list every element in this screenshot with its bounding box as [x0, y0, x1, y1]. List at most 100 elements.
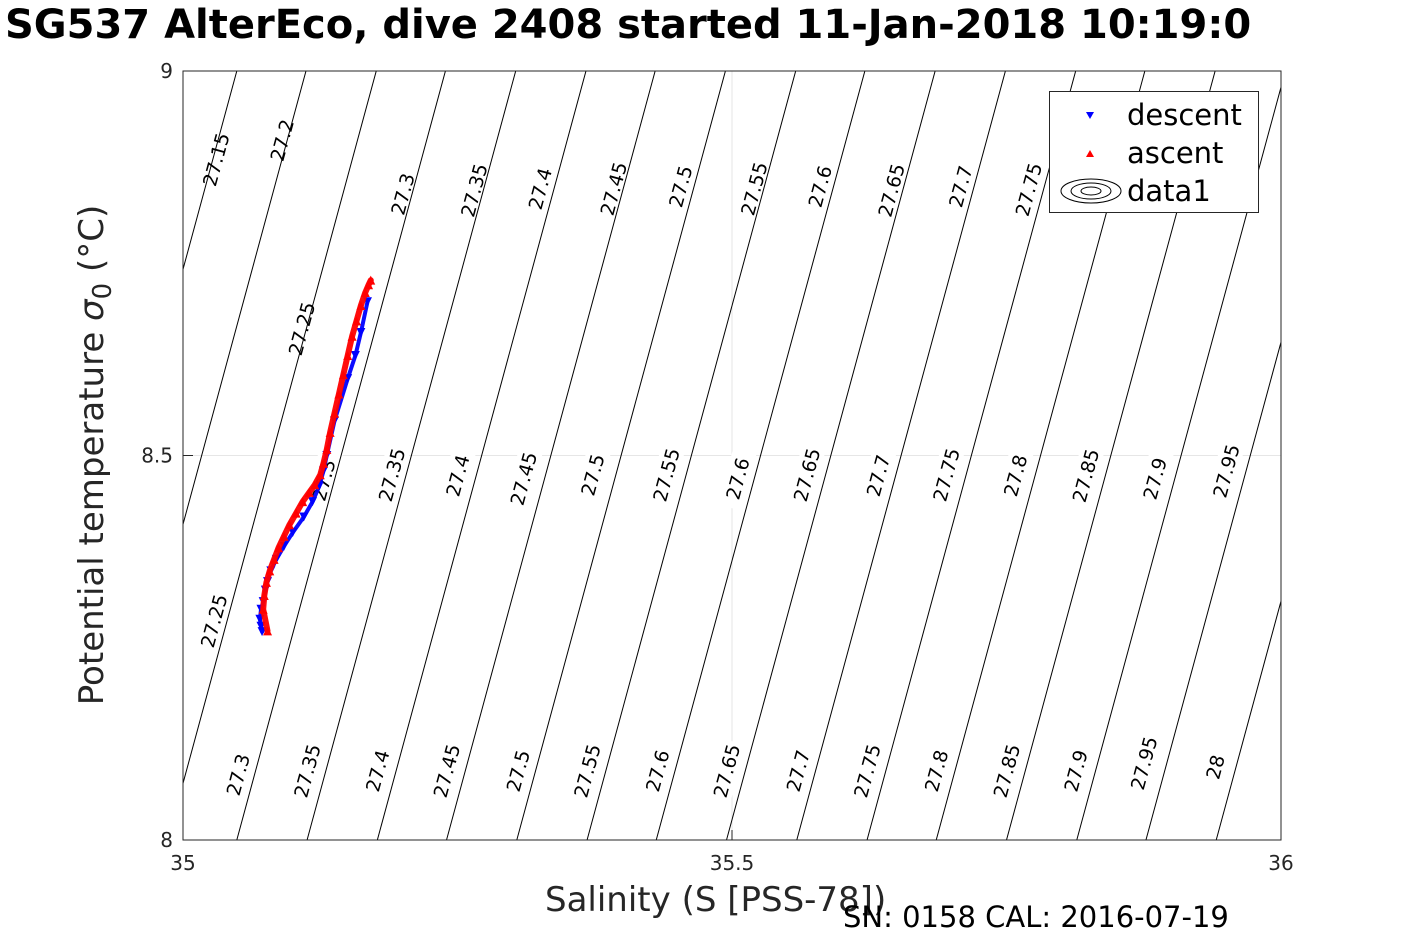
isopycnal-line — [1286, 71, 1417, 840]
isopycnal-label: 27.5 — [577, 452, 609, 499]
y-tick-label: 8.5 — [141, 444, 173, 468]
isopycnal-label: 27.8 — [921, 748, 953, 795]
isopycnal-label-bg — [1135, 446, 1175, 511]
isopycnal-label-bg — [593, 156, 633, 221]
isopycnal-label-bg — [454, 158, 494, 223]
legend-label: data1 — [1127, 174, 1211, 208]
isopycnal-label-bg — [372, 442, 412, 507]
contour-icon — [1060, 178, 1122, 204]
calibration-footer: SN: 0158 CAL: 2016-07-19 — [843, 900, 1229, 934]
isopycnal-label-bg — [734, 156, 774, 221]
isopycnal-label: 27.35 — [375, 446, 410, 504]
isopycnal-line — [796, 71, 1006, 840]
isopycnal-label-bg — [940, 154, 980, 219]
isopycnal-label: 27.6 — [805, 163, 837, 210]
isopycnal-line — [516, 71, 726, 840]
isopycnal-label-bg — [498, 738, 538, 803]
isopycnal-label-bg — [438, 443, 477, 508]
x-axis-label: Salinity (S [PSS-78]) — [545, 880, 887, 920]
legend-item-data1: data1 — [1050, 172, 1258, 210]
isopycnal-line — [655, 71, 866, 840]
isopycnal-label: 27.45 — [507, 450, 542, 508]
isopycnal-label-bg — [787, 442, 827, 507]
isopycnal-label-bg — [1056, 738, 1096, 803]
triangle-up-icon — [1086, 150, 1094, 157]
isopycnal-label-bg — [987, 738, 1026, 803]
y-axis-label-symbol: σ — [72, 299, 113, 321]
x-tick-label: 36 — [1268, 851, 1293, 875]
isopycnal-label: 27.25 — [285, 300, 320, 358]
isopycnal-label: 27.75 — [929, 446, 964, 504]
isopycnal-label-bg — [718, 446, 757, 511]
isopycnal-label: 27.35 — [457, 161, 492, 219]
isopycnal-label-bg — [707, 738, 746, 803]
isopycnal-label-bg — [847, 738, 887, 803]
isopycnal-label-bg — [194, 588, 234, 653]
isopycnal-label: 27.4 — [362, 748, 394, 795]
isopycnal-label-bg — [1124, 731, 1164, 796]
isopycnal-label: 27.9 — [1060, 748, 1092, 795]
isopycnal-label-bg — [1206, 438, 1246, 503]
x-tick-label: 35.5 — [710, 851, 755, 875]
isopycnal-label-bg — [995, 443, 1035, 508]
isopycnal-line — [183, 71, 238, 272]
isopycnal-label-bg — [637, 738, 677, 803]
isopycnal-label: 27.95 — [1127, 734, 1162, 792]
isopycnal-line — [236, 71, 446, 840]
isopycnal-label-bg — [871, 158, 911, 223]
isopycnal-label-bg — [660, 154, 700, 219]
y-axis-label-unit: (°C) — [72, 204, 113, 283]
isopycnal-label: 27.55 — [737, 160, 772, 218]
isopycnal-label-bg — [218, 742, 258, 807]
triangle-down-icon — [1086, 112, 1094, 119]
isopycnal-label: 27.4 — [442, 452, 474, 499]
y-axis-label-subscript: 0 — [87, 282, 118, 300]
isopycnal-label: 27.95 — [1209, 442, 1244, 500]
isopycnal-label: 27.9 — [1140, 456, 1172, 503]
isopycnal-label-bg — [282, 296, 322, 361]
chart-legend: descent ascent data1 — [1049, 91, 1259, 213]
isopycnal-label: 27.45 — [597, 160, 632, 218]
y-axis-label: Potential temperature σ0 (°C) — [72, 205, 118, 705]
isopycnal-label-bg — [196, 127, 236, 192]
isopycnal-label: 27.7 — [863, 452, 895, 499]
isopycnal-label-bg — [1009, 157, 1048, 222]
isopycnal-line — [1356, 71, 1417, 840]
isopycnal-label-bg — [916, 738, 956, 803]
isopycnal-line — [306, 71, 517, 840]
isopycnal-label: 27.8 — [1000, 452, 1032, 499]
isopycnal-label-bg — [1195, 734, 1235, 800]
isopycnal-label-bg — [646, 442, 686, 507]
legend-label: descent — [1127, 98, 1242, 132]
isopycnal-label-bg — [567, 738, 607, 803]
isopycnal-label: 27.5 — [665, 163, 697, 210]
data-points — [255, 275, 376, 637]
isopycnal-label-bg — [1066, 443, 1105, 508]
isopycnal-label-bg — [778, 738, 818, 803]
isopycnal-label: 27.75 — [1012, 161, 1047, 219]
isopycnal-label: 27.5 — [503, 748, 535, 795]
isopycnal-line — [446, 71, 656, 840]
isopycnal-label: 27.6 — [642, 748, 674, 795]
isopycnal-label-bg — [503, 446, 543, 511]
x-tick-label: 35 — [170, 851, 195, 875]
isopycnal-line — [183, 71, 377, 786]
y-axis-label-text: Potential temperature — [72, 320, 113, 706]
chart-title: SG537 AlterEco, dive 2408 started 11-Jan… — [5, 2, 1252, 48]
isopycnal-label-bg — [520, 156, 560, 221]
isopycnal-line — [183, 71, 307, 527]
isopycnal-label-bg — [858, 443, 898, 508]
isopycnal-label: 27.15 — [199, 131, 234, 189]
isopycnal-line — [866, 71, 1077, 840]
isopycnal-label-bg — [357, 738, 397, 803]
isopycnal-line — [586, 71, 797, 840]
isopycnal-label-bg — [383, 161, 423, 227]
y-tick-label: 8 — [160, 828, 173, 852]
isopycnal-label: 27.3 — [387, 171, 419, 218]
legend-item-descent: descent — [1050, 96, 1258, 134]
isopycnal-label: 27.7 — [783, 748, 815, 795]
y-tick-label: 9 — [160, 59, 173, 83]
isopycnal-label-bg — [427, 738, 466, 803]
isopycnal-label: 27.4 — [525, 166, 557, 213]
